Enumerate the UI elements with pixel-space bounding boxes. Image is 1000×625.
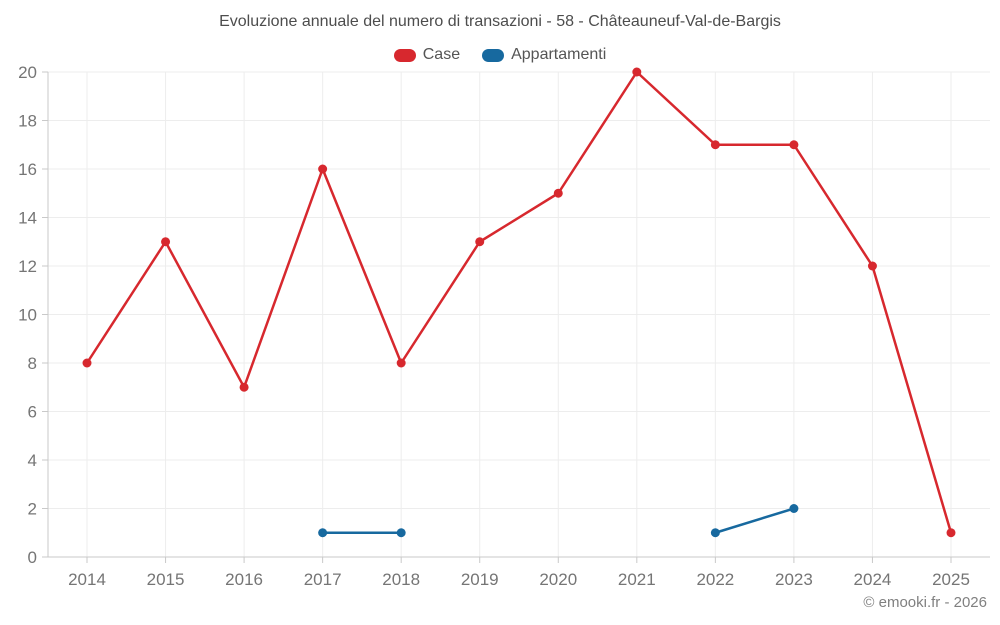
svg-text:6: 6 <box>28 403 37 422</box>
chart-title: Evoluzione annuale del numero di transaz… <box>219 13 781 30</box>
data-point <box>867 261 877 271</box>
svg-text:2: 2 <box>28 500 37 519</box>
gridlines <box>48 71 990 557</box>
svg-text:2021: 2021 <box>618 570 656 589</box>
appartamenti-color-swatch <box>482 48 505 62</box>
y-axis-labels: 0 2 4 6 8 10 12 14 16 18 20 <box>18 63 37 567</box>
data-point <box>239 382 249 392</box>
data-point <box>710 140 720 150</box>
data-point <box>710 528 720 538</box>
svg-text:12: 12 <box>18 257 37 276</box>
svg-text:2023: 2023 <box>775 570 813 589</box>
svg-text:10: 10 <box>18 306 37 325</box>
svg-text:8: 8 <box>28 354 37 373</box>
data-point <box>789 140 799 150</box>
data-point <box>553 188 563 198</box>
x-axis-labels: 2014 2015 2016 2017 2018 2019 2020 2021 2022 2023… <box>68 570 970 589</box>
svg-text:4: 4 <box>28 451 37 470</box>
svg-text:2018: 2018 <box>382 570 420 589</box>
series-case <box>82 67 956 538</box>
svg-text:2015: 2015 <box>147 570 185 589</box>
data-point <box>396 528 406 538</box>
legend-item-appartamenti[interactable]: Appartamenti <box>482 46 606 64</box>
data-point <box>946 528 956 538</box>
svg-text:2019: 2019 <box>461 570 499 589</box>
axes <box>42 71 990 563</box>
svg-text:2025: 2025 <box>932 570 970 589</box>
svg-text:14: 14 <box>18 209 37 228</box>
svg-text:2016: 2016 <box>225 570 263 589</box>
data-point <box>396 358 406 368</box>
series-appartamenti <box>318 504 799 538</box>
chart-legend: Case Appartamenti <box>0 46 1000 64</box>
data-point <box>318 528 328 538</box>
data-point <box>161 237 171 247</box>
watermark-text: © emooki.fr - 2026 <box>863 594 987 611</box>
svg-text:16: 16 <box>18 160 37 179</box>
data-point <box>318 164 328 174</box>
svg-text:2020: 2020 <box>539 570 577 589</box>
data-point <box>82 358 92 368</box>
legend-item-case[interactable]: Case <box>393 46 461 64</box>
svg-text:2022: 2022 <box>696 570 734 589</box>
svg-text:2014: 2014 <box>68 570 106 589</box>
svg-text:0: 0 <box>28 548 37 567</box>
case-color-swatch <box>393 48 416 62</box>
svg-text:18: 18 <box>18 112 37 131</box>
data-point <box>789 504 799 513</box>
svg-text:2017: 2017 <box>304 570 342 589</box>
data-point <box>632 67 642 77</box>
legend-label-appartamenti: Appartamenti <box>511 46 607 63</box>
svg-text:2024: 2024 <box>854 570 892 589</box>
svg-text:20: 20 <box>18 63 37 82</box>
data-point <box>475 237 485 247</box>
legend-label-case: Case <box>422 46 461 63</box>
